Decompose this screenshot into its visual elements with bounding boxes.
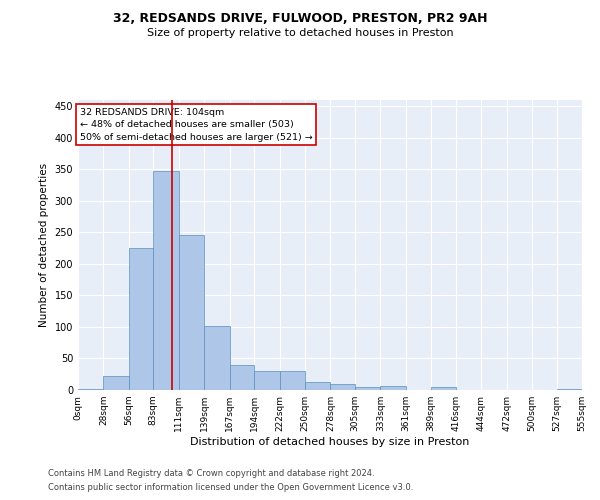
Bar: [280, 371, 305, 390]
Bar: [154, 170, 179, 390]
Text: Contains HM Land Registry data © Crown copyright and database right 2024.: Contains HM Land Registry data © Crown c…: [48, 468, 374, 477]
Bar: [204, 326, 230, 390]
Bar: [380, 386, 406, 390]
Text: 32, REDSANDS DRIVE, FULWOOD, PRESTON, PR2 9AH: 32, REDSANDS DRIVE, FULWOOD, PRESTON, PR…: [113, 12, 487, 26]
Bar: [331, 384, 355, 390]
X-axis label: Distribution of detached houses by size in Preston: Distribution of detached houses by size …: [190, 437, 470, 447]
Text: 32 REDSANDS DRIVE: 104sqm
← 48% of detached houses are smaller (503)
50% of semi: 32 REDSANDS DRIVE: 104sqm ← 48% of detac…: [80, 108, 313, 142]
Bar: [305, 382, 331, 390]
Bar: [179, 235, 204, 390]
Bar: [431, 387, 456, 390]
Bar: [355, 387, 380, 390]
Bar: [230, 365, 254, 390]
Y-axis label: Number of detached properties: Number of detached properties: [39, 163, 49, 327]
Bar: [129, 248, 154, 390]
Text: Contains public sector information licensed under the Open Government Licence v3: Contains public sector information licen…: [48, 484, 413, 492]
Text: Size of property relative to detached houses in Preston: Size of property relative to detached ho…: [146, 28, 454, 38]
Bar: [103, 376, 129, 390]
Bar: [254, 371, 280, 390]
